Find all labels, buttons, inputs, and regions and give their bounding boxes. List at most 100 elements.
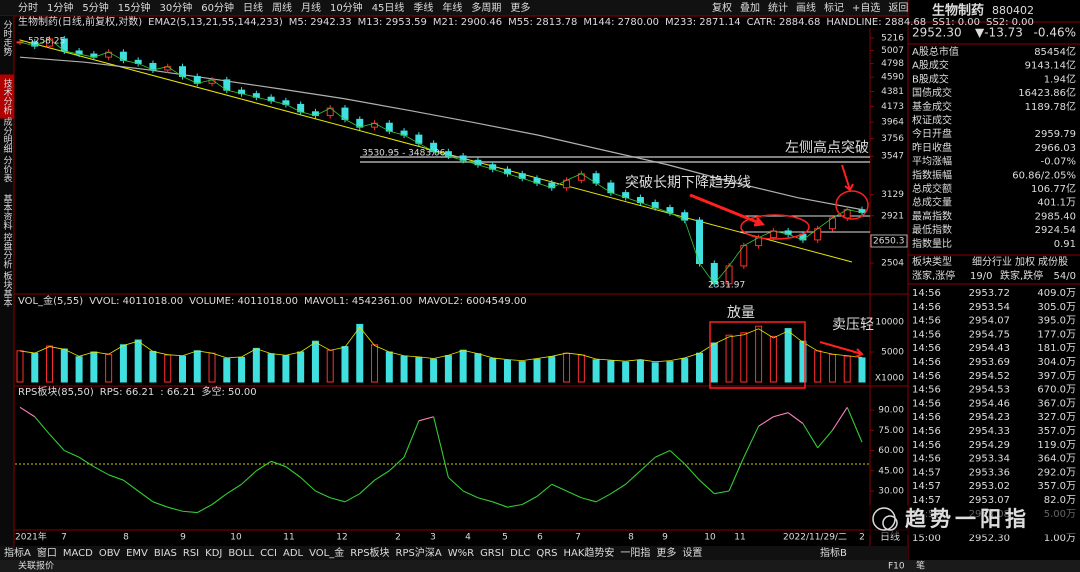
side-tab[interactable]: 分价表 bbox=[2, 155, 13, 183]
period-tab[interactable]: 日线 bbox=[243, 1, 263, 14]
x-label: 2 bbox=[395, 533, 401, 543]
rps-segment bbox=[256, 460, 272, 472]
x-label: 2022/11/29/二 bbox=[783, 533, 847, 543]
indicator-tab[interactable]: KDJ bbox=[205, 548, 222, 559]
indicator-tab[interactable]: VOL_金 bbox=[309, 546, 344, 559]
indicator-tab[interactable]: BIAS bbox=[154, 548, 177, 559]
x-label: 8 bbox=[123, 533, 129, 543]
period-tab[interactable]: 多周期 bbox=[471, 1, 501, 14]
indicator-tab[interactable]: W%R bbox=[448, 548, 474, 559]
rps-segment bbox=[196, 504, 213, 514]
tool-button[interactable]: 复权 bbox=[712, 1, 732, 14]
price-tick-label: 2504 bbox=[881, 259, 904, 269]
annotation-low: 2331.97 bbox=[708, 281, 745, 291]
period-tab[interactable]: 5分钟 bbox=[82, 1, 108, 14]
rps-segment bbox=[152, 501, 168, 508]
stat-label: 指数振幅 bbox=[912, 168, 952, 181]
tab-b[interactable]: 指标B bbox=[820, 546, 847, 559]
rps-segment bbox=[536, 483, 553, 497]
indicator-tab[interactable]: ADL bbox=[283, 548, 304, 559]
period-tab[interactable]: 15分钟 bbox=[118, 1, 151, 14]
tool-button[interactable]: 画线 bbox=[796, 1, 816, 14]
x-label: 7 bbox=[575, 533, 581, 543]
sector-link[interactable]: 加权 bbox=[1015, 255, 1035, 268]
period-tab[interactable]: 周线 bbox=[272, 1, 292, 14]
rps-segment bbox=[330, 497, 346, 503]
rps-segment bbox=[684, 463, 700, 481]
period-tab[interactable]: 45日线 bbox=[372, 1, 405, 14]
side-bar bbox=[0, 16, 14, 546]
volume-bar bbox=[75, 356, 83, 383]
indicator-tab[interactable]: 窗口 bbox=[37, 546, 57, 559]
period-tab[interactable]: 分时 bbox=[18, 2, 38, 14]
sector-link[interactable]: 成份股 bbox=[1038, 256, 1068, 268]
indicator-tab[interactable]: 设置 bbox=[682, 547, 702, 559]
price-tick-label: 5216 bbox=[881, 34, 904, 44]
indicator-tab[interactable]: DLC bbox=[510, 548, 530, 559]
status-right: F10 bbox=[888, 562, 905, 572]
period-tab[interactable]: 60分钟 bbox=[201, 1, 234, 14]
up-label: 涨家,涨停 bbox=[912, 269, 955, 282]
quote-name: 生物制药 bbox=[932, 3, 984, 19]
x-label: 7 bbox=[61, 533, 67, 543]
indicator-param: CATR: 2884.68 bbox=[747, 17, 821, 28]
x-label: 11 bbox=[283, 533, 294, 543]
volume-bar bbox=[769, 335, 777, 383]
tool-button[interactable]: +自选 bbox=[852, 1, 880, 14]
rps-segment bbox=[270, 460, 287, 468]
period-tab[interactable]: 季线 bbox=[413, 1, 433, 14]
tab-small[interactable]: 笔 bbox=[916, 560, 925, 572]
stat-value: 2924.54 bbox=[1035, 225, 1076, 236]
side-tab[interactable]: 技术分析 bbox=[2, 77, 13, 115]
indicator-tab[interactable]: 指标A bbox=[4, 546, 31, 559]
period-tab[interactable]: 更多 bbox=[510, 1, 530, 14]
side-tab-active bbox=[0, 74, 14, 119]
rps-segment bbox=[521, 495, 538, 505]
side-tab[interactable]: 成分明细 bbox=[2, 116, 13, 153]
side-tab[interactable]: 板块基本 bbox=[2, 270, 13, 308]
period-tab[interactable]: 10分钟 bbox=[330, 1, 363, 14]
tool-button[interactable]: 统计 bbox=[768, 1, 788, 14]
indicator-tab[interactable]: RSI bbox=[183, 548, 199, 559]
trade-price: 2954.46 bbox=[969, 398, 1010, 409]
indicator-tab[interactable]: OBV bbox=[99, 548, 120, 559]
watermark-icon bbox=[882, 515, 898, 531]
indicator-tab[interactable]: HAK趋势安 bbox=[564, 546, 615, 559]
indicator-tab[interactable]: QRS bbox=[536, 548, 557, 559]
volume-bar bbox=[356, 323, 364, 383]
tool-button[interactable]: 标记 bbox=[824, 2, 844, 14]
price-tick-label: 4381 bbox=[881, 87, 904, 97]
side-tab[interactable]: 控盘分析 bbox=[2, 231, 13, 269]
trade-volume: 304.0万 bbox=[1037, 357, 1076, 368]
indicator-tab[interactable]: 更多 bbox=[656, 546, 676, 559]
indicator-tab[interactable]: 一阳指 bbox=[620, 546, 650, 559]
trade-time: 14:57 bbox=[912, 467, 941, 478]
rps-segment bbox=[448, 477, 464, 492]
tool-button[interactable]: 叠加 bbox=[740, 2, 760, 14]
stat-label: A股成交 bbox=[912, 59, 949, 72]
indicator-tab[interactable]: GRSI bbox=[480, 548, 504, 559]
period-tab[interactable]: 1分钟 bbox=[47, 1, 73, 14]
rps-segment bbox=[669, 450, 686, 465]
sector-link[interactable]: 细分行业 bbox=[972, 255, 1012, 268]
indicator-tab[interactable]: BOLL bbox=[228, 548, 254, 559]
indicator-tab[interactable]: MACD bbox=[63, 548, 93, 559]
indicator-tab[interactable]: CCI bbox=[260, 548, 277, 559]
indicator-tab[interactable]: RPS板块 bbox=[350, 546, 389, 559]
period-tab[interactable]: 30分钟 bbox=[159, 1, 192, 14]
indicator-tab[interactable]: EMV bbox=[126, 548, 148, 559]
side-tab[interactable]: 基本资料 bbox=[2, 193, 13, 231]
period-tab[interactable]: 年线 bbox=[442, 1, 462, 14]
period-tab[interactable]: 月线 bbox=[301, 1, 321, 14]
indicator-tab[interactable]: RPS沪深A bbox=[396, 546, 442, 559]
side-tab[interactable]: 分时走势 bbox=[2, 20, 13, 57]
quote-price: 2952.30 bbox=[912, 26, 962, 40]
rps-segment bbox=[64, 449, 80, 458]
stat-label: 权证成交 bbox=[912, 114, 952, 127]
x-label: 2 bbox=[859, 533, 865, 543]
rps-segment bbox=[610, 483, 626, 495]
tool-button[interactable]: 返回 bbox=[888, 2, 908, 14]
volume-header: VOL_金(5,55) bbox=[18, 294, 83, 307]
indicator-param: SS2: 0.00 bbox=[986, 17, 1034, 28]
volume-bar bbox=[267, 353, 275, 383]
